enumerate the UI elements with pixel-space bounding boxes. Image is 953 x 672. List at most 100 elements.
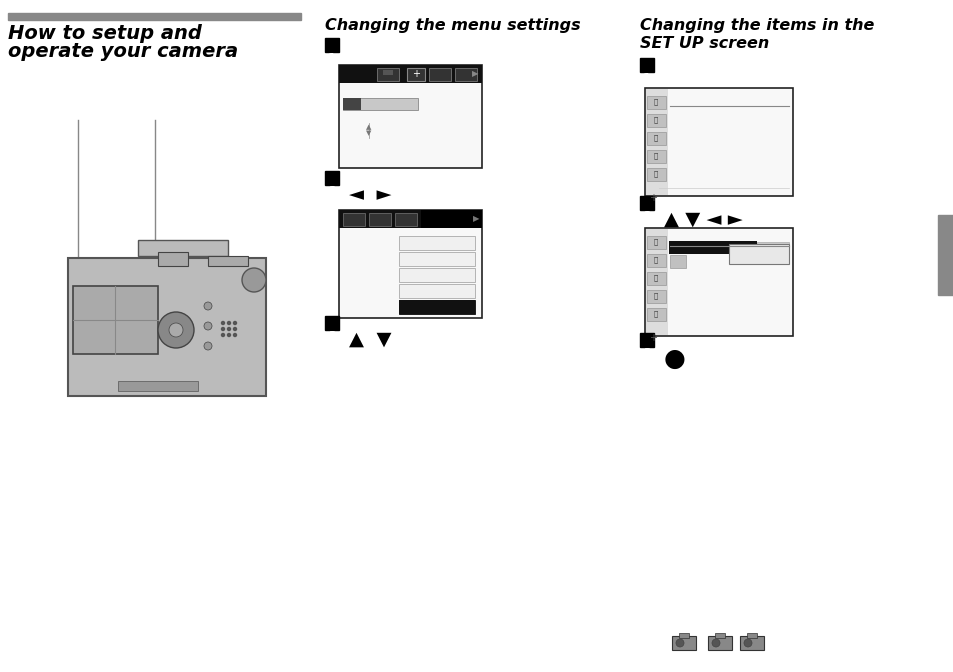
Bar	[646, 96, 665, 109]
Text: 📷: 📷	[653, 293, 658, 299]
Bar	[343, 98, 360, 110]
Bar	[639, 58, 654, 72]
Circle shape	[204, 322, 212, 330]
Bar	[338, 210, 481, 228]
Text: ▲ ▼ ◄ ►: ▲ ▼ ◄ ►	[663, 210, 742, 229]
Bar	[646, 150, 665, 163]
Bar	[644, 228, 792, 336]
Bar	[325, 171, 338, 185]
Bar	[338, 65, 481, 83]
Bar	[420, 210, 481, 228]
Bar	[646, 308, 665, 321]
Circle shape	[743, 639, 751, 647]
Bar	[382, 70, 393, 75]
Bar	[118, 381, 198, 391]
Bar	[325, 38, 338, 52]
Bar	[714, 633, 724, 638]
Circle shape	[242, 268, 266, 292]
Bar	[376, 68, 398, 81]
Bar	[398, 300, 475, 314]
Bar	[398, 252, 475, 266]
Bar	[398, 284, 475, 298]
Circle shape	[233, 327, 236, 331]
Bar	[639, 333, 654, 347]
Text: 📷: 📷	[653, 310, 658, 317]
Bar	[668, 241, 757, 254]
Text: ▶: ▶	[472, 214, 478, 224]
Text: SET UP screen: SET UP screen	[639, 36, 768, 51]
Bar	[707, 636, 731, 650]
Text: ▲: ▲	[366, 124, 372, 130]
Bar	[369, 213, 391, 226]
Text: 3: 3	[328, 331, 335, 341]
Bar	[740, 636, 763, 650]
Bar	[407, 68, 424, 81]
Circle shape	[158, 312, 193, 348]
Circle shape	[221, 321, 224, 325]
Bar	[728, 244, 788, 264]
Circle shape	[221, 333, 224, 337]
Bar	[671, 636, 696, 650]
Bar	[8, 13, 301, 20]
Bar	[646, 114, 665, 127]
Bar	[338, 65, 481, 168]
Bar	[646, 236, 665, 249]
Bar	[398, 300, 475, 314]
Bar	[646, 254, 665, 267]
Text: 1: 1	[642, 73, 650, 83]
Bar	[429, 68, 451, 81]
Text: ◄  ►: ◄ ►	[349, 185, 391, 204]
Bar	[646, 290, 665, 303]
Text: Changing the items in the: Changing the items in the	[639, 18, 874, 33]
Bar	[646, 132, 665, 145]
Text: ▶: ▶	[471, 69, 477, 79]
Circle shape	[676, 639, 683, 647]
Bar	[746, 633, 757, 638]
Text: +: +	[648, 333, 657, 343]
Text: 📷: 📷	[653, 153, 658, 159]
Bar	[325, 316, 338, 330]
Bar	[646, 168, 665, 181]
Bar	[398, 236, 475, 250]
Text: Changing the menu settings: Changing the menu settings	[325, 18, 580, 33]
Bar	[138, 240, 228, 256]
Text: ▼: ▼	[366, 130, 372, 136]
Text: 1: 1	[328, 53, 335, 63]
Text: 📷: 📷	[653, 134, 658, 141]
Bar	[644, 88, 792, 196]
Text: 2: 2	[328, 186, 335, 196]
Bar	[73, 286, 158, 354]
Text: +: +	[648, 193, 657, 203]
Text: +: +	[412, 69, 419, 79]
Text: 2: 2	[642, 211, 650, 221]
Bar	[395, 213, 416, 226]
Bar	[645, 229, 667, 335]
Text: 3: 3	[642, 348, 650, 358]
Bar	[343, 213, 365, 226]
Circle shape	[711, 639, 720, 647]
Text: 📷: 📷	[653, 171, 658, 177]
Circle shape	[227, 321, 231, 325]
Circle shape	[233, 321, 236, 325]
Circle shape	[204, 302, 212, 310]
Text: 📷: 📷	[653, 275, 658, 282]
Text: How to setup and: How to setup and	[8, 24, 202, 43]
Bar	[679, 633, 688, 638]
Bar	[455, 68, 476, 81]
Text: ▲  ▼: ▲ ▼	[349, 330, 391, 349]
Bar	[757, 242, 788, 255]
Bar	[158, 252, 188, 266]
Text: 🎥: 🎥	[653, 239, 658, 245]
Bar	[639, 196, 654, 210]
Bar	[669, 255, 685, 268]
Bar	[68, 258, 266, 396]
Text: 📷: 📷	[653, 117, 658, 123]
Bar	[398, 268, 475, 282]
Text: 🎥: 🎥	[653, 99, 658, 106]
Bar	[343, 98, 417, 110]
Circle shape	[227, 327, 231, 331]
Bar	[645, 89, 667, 195]
Circle shape	[221, 327, 224, 331]
Bar	[338, 210, 481, 318]
Bar	[208, 256, 248, 266]
